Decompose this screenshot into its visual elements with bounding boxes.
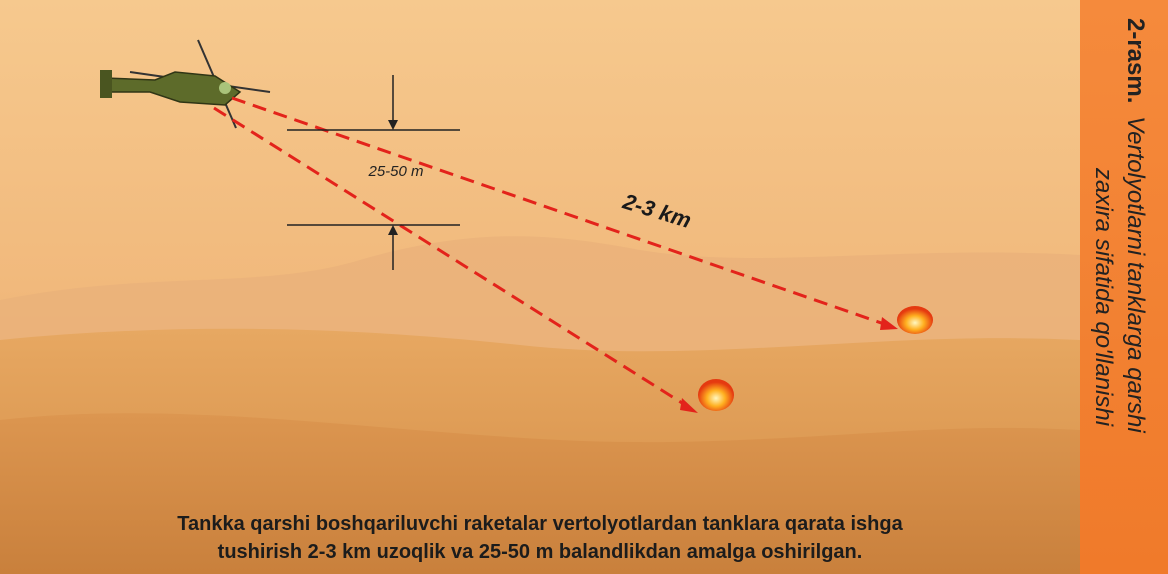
figure-title: zaxira sifatida qo'llanishi — [1090, 167, 1117, 427]
sidebar — [1080, 0, 1168, 574]
arrow-head — [880, 317, 898, 330]
trajectory-near — [213, 106, 691, 410]
sidebar-title: 2-rasm. Vertolyotlarni tanklarga qarshi — [1122, 18, 1149, 433]
trajectories — [213, 96, 891, 410]
trajectory-far — [231, 96, 891, 328]
figure-title: Vertolyotlarni tanklarga qarshi — [1122, 116, 1149, 433]
arrow-head — [680, 398, 698, 413]
height-label: 25-50 m — [367, 163, 423, 180]
caption-line: Tankka qarshi boshqariluvchi raketalar v… — [177, 513, 903, 535]
figure-label: 2-rasm. — [1122, 18, 1149, 103]
arrow-head — [388, 225, 398, 235]
arrow-head — [388, 120, 398, 130]
helicopter — [100, 39, 271, 129]
height-marker — [287, 75, 460, 270]
dune-near — [0, 413, 1080, 574]
caption-line: tushirish 2-3 km uzoqlik va 25-50 m bala… — [218, 541, 863, 563]
fire — [698, 306, 933, 411]
